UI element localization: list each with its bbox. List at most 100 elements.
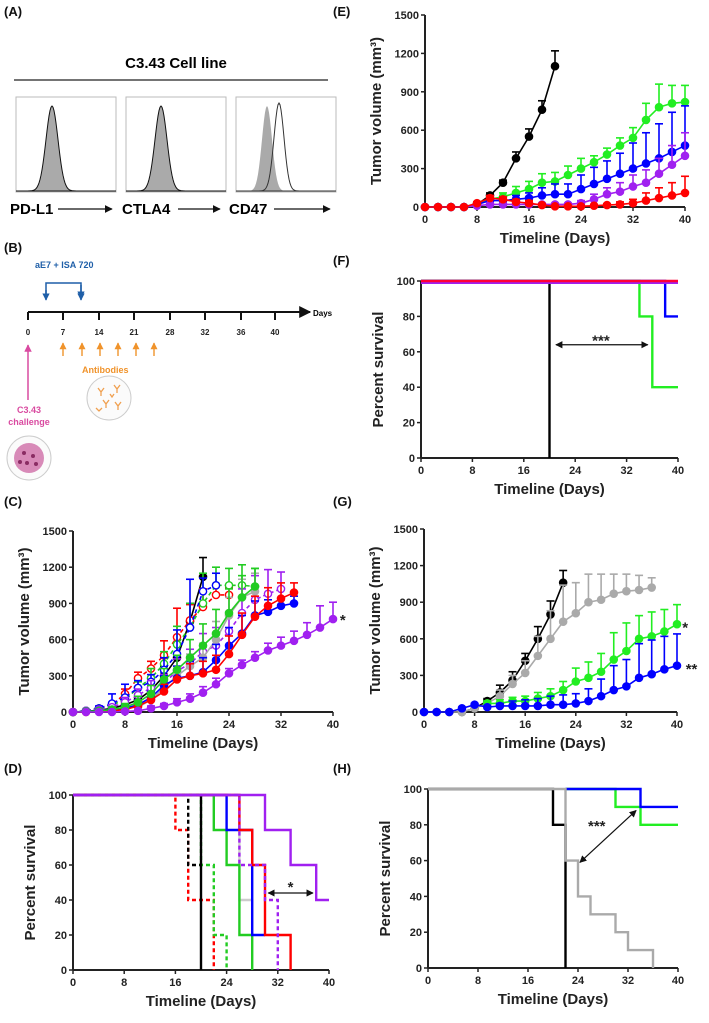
data-point — [198, 599, 208, 608]
y-tick-label: 900 — [400, 597, 418, 609]
y-tick-label: 900 — [401, 87, 419, 99]
data-point — [615, 200, 625, 209]
y-tick-label: 0 — [412, 707, 418, 719]
x-tick-label: 40 — [679, 214, 691, 226]
data-point — [680, 151, 690, 161]
x-tick-label: 8 — [474, 214, 480, 226]
data-point — [647, 632, 657, 641]
chart-panel-f: 0 8 16 24 32 40 0 20 40 60 80 100 Timeline (Days) Per… — [370, 276, 684, 498]
survival-curve — [73, 793, 292, 970]
data-point — [647, 583, 657, 592]
significance-arrow — [579, 809, 637, 863]
panel-b-timeline: aE7 + ISA 720 Days 0 7 14 21 28 32 36 40 Antibo… — [6, 260, 333, 481]
y-tick-label: 1500 — [43, 526, 67, 538]
data-point — [211, 629, 221, 638]
y-tick-label: 60 — [55, 860, 67, 872]
data-point — [654, 193, 664, 203]
y-axis-label: Tumor volume (mm³) — [16, 547, 33, 695]
data-point — [146, 704, 156, 713]
data-point — [250, 582, 260, 591]
data-point — [550, 61, 560, 71]
data-point — [159, 687, 169, 696]
data-point — [185, 623, 195, 632]
y-tick-label: 0 — [61, 965, 67, 977]
data-point — [602, 150, 612, 159]
data-point — [660, 627, 669, 636]
x-tick-label: 40 — [671, 719, 683, 731]
x-tick-label: 32 — [620, 719, 632, 731]
data-point — [198, 688, 208, 697]
x-tick-label: 8 — [469, 465, 475, 477]
data-point — [563, 170, 573, 180]
data-point — [472, 198, 482, 208]
chart-panel-c: 0 8 16 24 32 40 0 300 600 900 1200 1500 Timeline (Da… — [16, 526, 346, 752]
y-axis-label: Percent survival — [377, 821, 394, 937]
survival-curve — [73, 793, 254, 935]
data-point — [172, 698, 182, 707]
data-point — [498, 178, 508, 187]
y-tick-label: 0 — [416, 963, 422, 975]
series-9 — [73, 793, 329, 902]
panel-label-g: (G) — [333, 494, 352, 509]
survival-curve — [73, 793, 254, 970]
data-point — [622, 646, 631, 656]
data-point — [563, 189, 573, 199]
data-point — [146, 689, 156, 699]
data-point — [584, 696, 593, 706]
data-point — [571, 608, 581, 618]
x-tick-label: 8 — [472, 719, 478, 731]
data-point — [198, 641, 208, 650]
x-tick-label: 0 — [425, 975, 431, 987]
data-point — [609, 589, 619, 598]
panel-label-c: (C) — [4, 494, 22, 509]
x-tick-label: 40 — [672, 465, 684, 477]
vaccine-bracket — [45, 282, 85, 299]
y-axis-label: Tumor volume (mm³) — [367, 546, 384, 694]
data-point — [602, 189, 612, 199]
x-axis-label: Timeline (Days) — [495, 735, 606, 752]
x-tick-label: 24 — [220, 977, 233, 989]
x-tick-label: 16 — [523, 214, 535, 226]
series-line — [487, 623, 678, 705]
y-tick-label: 600 — [400, 634, 418, 646]
data-point — [634, 634, 644, 644]
data-point — [609, 685, 619, 695]
cell-line-title: C3.43 Cell line — [125, 55, 227, 72]
data-point — [524, 198, 534, 208]
data-point — [667, 160, 677, 170]
series-3 — [428, 787, 655, 968]
y-tick-label: 300 — [401, 164, 419, 176]
isotype-histogram — [16, 105, 116, 192]
vaccine-label: aE7 + ISA 720 — [35, 260, 93, 270]
x-tick-label: 0 — [418, 465, 424, 477]
data-point — [589, 201, 599, 211]
data-point — [615, 187, 625, 196]
data-point — [263, 646, 273, 655]
significance-marker: *** — [588, 818, 606, 835]
data-point — [508, 679, 517, 689]
x-tick-label: 0 — [422, 214, 428, 226]
data-point — [576, 184, 586, 194]
panel-label-b: (B) — [4, 240, 22, 255]
data-point — [328, 614, 338, 624]
data-point — [289, 599, 299, 608]
data-point — [628, 198, 638, 208]
significance-marker: * — [682, 620, 688, 637]
data-point — [508, 701, 517, 711]
data-point — [641, 196, 651, 205]
data-point — [276, 594, 286, 603]
x-tick-label: 0 — [421, 719, 427, 731]
data-point — [198, 587, 208, 596]
data-point — [537, 191, 547, 200]
data-point — [654, 169, 664, 179]
data-point — [185, 653, 195, 663]
data-point — [596, 691, 606, 701]
data-point — [589, 157, 599, 167]
significance-marker: * — [340, 612, 346, 629]
data-point — [680, 188, 690, 198]
data-point — [224, 669, 234, 678]
data-point — [133, 706, 143, 716]
data-point — [667, 99, 677, 108]
data-point — [419, 707, 429, 717]
x-tick-label: 0 — [70, 719, 76, 731]
